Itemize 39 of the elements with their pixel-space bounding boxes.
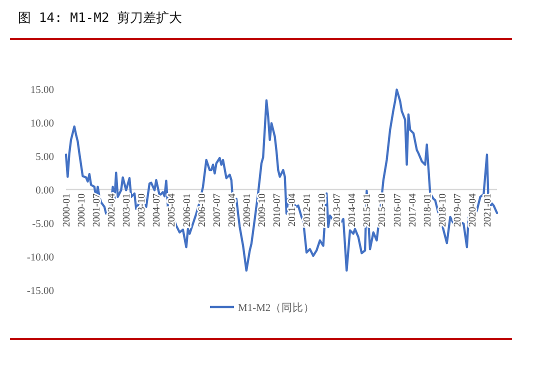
y-tick-label: -10.00 — [26, 252, 54, 264]
y-tick-label: 5.00 — [36, 152, 54, 163]
x-tick-label: 2012-01 — [302, 194, 314, 227]
y-tick-label: 10.00 — [30, 118, 54, 130]
x-tick-label: 2010-07 — [272, 194, 283, 227]
legend-label: M1-M2（同比） — [238, 301, 315, 314]
x-tick-label: 2015-10 — [377, 194, 388, 227]
x-tick-label: 2003-10 — [136, 194, 148, 227]
x-tick-label: 2021-01 — [482, 194, 494, 227]
x-tick-label: 2002-04 — [106, 194, 118, 227]
x-tick-label: 2018-01 — [422, 194, 434, 227]
x-tick-label: 2018-10 — [437, 194, 448, 227]
x-tick-label: 2008-04 — [226, 194, 238, 227]
line-series — [64, 88, 498, 272]
x-tick-label: 2003-01 — [122, 194, 133, 227]
chart-title: 图 14: M1-M2 剪刀差扩大 — [18, 11, 182, 26]
x-tick-label: 2009-01 — [242, 194, 253, 227]
x-tick-label: 2017-04 — [407, 194, 418, 227]
x-tick-label: 2013-07 — [332, 194, 344, 227]
y-tick-label: -5.00 — [32, 219, 54, 230]
x-tick-label: 2020-04 — [467, 194, 478, 227]
x-tick-label: 2006-01 — [182, 194, 193, 227]
y-tick-label: 15.00 — [30, 85, 54, 96]
x-tick-label: 2007-07 — [212, 194, 223, 227]
x-tick-label: 2019-07 — [452, 194, 464, 227]
y-tick-label: 0.00 — [36, 186, 54, 196]
x-tick-label: 2012-10 — [317, 194, 328, 227]
x-tick-label: 2011-04 — [287, 194, 298, 226]
x-tick-label: 2009-10 — [256, 194, 268, 227]
x-tick-label: 2005-04 — [166, 194, 178, 227]
x-tick-label: 2004-07 — [152, 194, 163, 227]
x-tick-label: 2001-07 — [92, 194, 103, 227]
x-tick-label: 2000-01 — [62, 194, 72, 227]
x-tick-label: 2015-01 — [362, 194, 374, 227]
x-tick-label: 2006-10 — [196, 194, 208, 227]
x-tick-label: 2014-04 — [347, 194, 358, 227]
y-tick-label: -15.00 — [26, 286, 54, 297]
x-tick-label: 2016-07 — [392, 194, 404, 227]
x-tick-label: 2000-10 — [76, 194, 88, 227]
